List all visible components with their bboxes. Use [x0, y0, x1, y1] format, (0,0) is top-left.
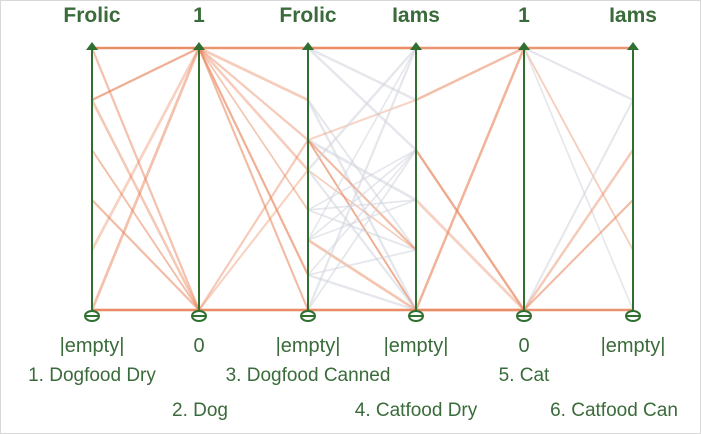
- polyline-segment: [307, 99, 417, 141]
- axis-6-top-handle-icon[interactable]: [627, 42, 639, 50]
- polyline-segment: [306, 47, 418, 311]
- axis-5-name: 5. Cat: [498, 365, 550, 386]
- axis-5-top-handle-icon[interactable]: [518, 42, 530, 50]
- axis-3-bottom-label: |empty|: [275, 335, 341, 357]
- axis-4-top-label: Iams: [392, 4, 440, 27]
- axis-1-top-label: Frolic: [63, 4, 121, 27]
- axis-1-bottom-label: |empty|: [59, 335, 125, 357]
- polyline-segment: [90, 99, 201, 311]
- polyline-segment: [307, 47, 417, 241]
- polyline-segment: [523, 47, 634, 101]
- polyline-segment: [90, 47, 201, 251]
- axis-6-bottom-label: |empty|: [600, 335, 666, 357]
- polyline-segment: [90, 47, 201, 311]
- polyline-segment: [198, 139, 309, 311]
- axis-2-top-handle-icon[interactable]: [193, 42, 205, 50]
- polyline-segment: [198, 46, 309, 102]
- axis-3-name: 3. Dogfood Canned: [225, 365, 391, 386]
- axis-1-name: 1. Dogfood Dry: [28, 365, 156, 386]
- axis-4-bottom-label: |empty|: [383, 335, 449, 357]
- polyline-segment: [198, 47, 309, 141]
- polyline-segment: [522, 149, 635, 311]
- axis-2-bottom-handle-icon[interactable]: [191, 310, 207, 322]
- polyline-segment: [307, 238, 417, 312]
- axis-5-top-label: 1: [518, 4, 530, 27]
- polyline-segment: [415, 149, 525, 311]
- polyline-segment: [91, 46, 200, 102]
- axis-6-bottom-handle-icon[interactable]: [625, 310, 641, 322]
- axis-2-top-label: 1: [193, 4, 205, 27]
- axis-2-bottom-label: 0: [193, 335, 205, 357]
- axis-3-top-handle-icon[interactable]: [302, 42, 314, 50]
- polyline-segment: [307, 249, 417, 276]
- polyline-segment: [307, 273, 417, 312]
- polyline-segment: [415, 46, 525, 102]
- axis-6-top-label: Iams: [609, 4, 657, 27]
- polyline-segment: [91, 149, 200, 311]
- polyline-segment: [523, 199, 634, 311]
- polyline-segment: [523, 47, 634, 311]
- polyline-segment: [307, 47, 417, 171]
- polyline-segment: [198, 169, 309, 311]
- axis-5-bottom-label: 0: [518, 335, 530, 357]
- polyline-segment: [307, 99, 417, 251]
- polyline-segment: [307, 149, 417, 241]
- polyline-segment: [307, 149, 417, 276]
- polyline-layer: [90, 46, 635, 312]
- axis-1-top-handle-icon[interactable]: [86, 42, 98, 50]
- axis-4-top-handle-icon[interactable]: [410, 42, 422, 50]
- polyline-segment: [198, 47, 309, 276]
- polyline-segment: [523, 47, 634, 251]
- polyline-segment: [91, 199, 200, 311]
- polyline-segment: [414, 47, 526, 311]
- polyline-segment: [307, 47, 417, 151]
- polyline-segment: [307, 199, 417, 241]
- axis-5-bottom-handle-icon[interactable]: [516, 310, 532, 322]
- axis-4-bottom-handle-icon[interactable]: [408, 310, 424, 322]
- polyline-segment: [523, 99, 634, 311]
- polyline-segment: [415, 199, 525, 311]
- axis-1-bottom-handle-icon[interactable]: [84, 310, 100, 322]
- axis-3-top-label: Frolic: [279, 4, 337, 27]
- polyline-segment: [198, 47, 309, 311]
- polyline-segment: [307, 139, 417, 311]
- axis-layer: [84, 42, 641, 322]
- axis-2-name: 2. Dog: [172, 400, 228, 421]
- polyline-segment: [307, 169, 417, 311]
- polyline-segment: [307, 149, 417, 311]
- axis-4-name: 4. Catfood Dry: [354, 400, 478, 421]
- axis-3-bottom-handle-icon[interactable]: [300, 310, 316, 322]
- polyline-segment: [198, 47, 309, 171]
- axis-6-name: 6. Catfood Can: [550, 400, 678, 421]
- polyline-segment: [307, 169, 417, 251]
- polyline-segment: [307, 46, 417, 102]
- polyline-segment: [198, 47, 309, 211]
